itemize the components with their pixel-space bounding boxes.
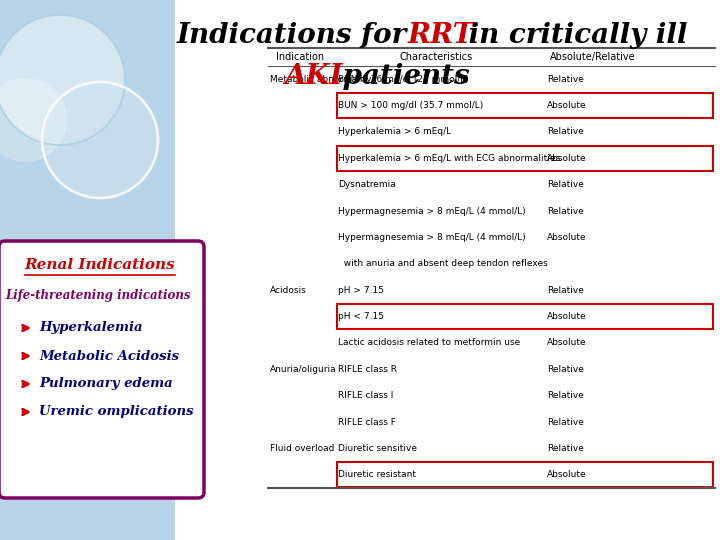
Text: Absolute: Absolute: [547, 470, 587, 480]
Text: in critically ill: in critically ill: [459, 22, 687, 49]
Text: Relative: Relative: [547, 365, 584, 374]
Text: with anuria and absent deep tendon reflexes: with anuria and absent deep tendon refle…: [338, 259, 548, 268]
Text: Absolute: Absolute: [547, 312, 587, 321]
Text: BUN > 100 mg/dl (35.7 mmol/L): BUN > 100 mg/dl (35.7 mmol/L): [338, 101, 483, 110]
Text: Hypermagnesemia > 8 mEq/L (4 mmol/L): Hypermagnesemia > 8 mEq/L (4 mmol/L): [338, 207, 526, 215]
Text: Hyperkalemia > 6 mEq/L: Hyperkalemia > 6 mEq/L: [338, 127, 451, 137]
Text: Metabolic Acidosis: Metabolic Acidosis: [39, 349, 179, 362]
Text: Anuria/oliguria: Anuria/oliguria: [270, 365, 337, 374]
Text: Absolute: Absolute: [547, 154, 587, 163]
Text: Relative: Relative: [547, 127, 584, 137]
FancyBboxPatch shape: [337, 146, 713, 171]
Text: AKI: AKI: [284, 63, 343, 90]
Text: patients: patients: [333, 63, 469, 90]
Text: Renal Indications: Renal Indications: [24, 258, 176, 272]
Text: Life-threatening indications: Life-threatening indications: [5, 289, 191, 302]
Text: Absolute/Relative: Absolute/Relative: [550, 52, 636, 62]
Text: Fluid overload: Fluid overload: [270, 444, 334, 453]
Text: BUN > 76 mg/dl (27 mmol/L): BUN > 76 mg/dl (27 mmol/L): [338, 75, 469, 84]
Text: Indications for: Indications for: [176, 22, 416, 49]
FancyBboxPatch shape: [337, 93, 713, 118]
FancyBboxPatch shape: [337, 462, 713, 488]
Text: Relative: Relative: [547, 417, 584, 427]
Text: Pulmonary edema: Pulmonary edema: [39, 377, 173, 390]
Text: Relative: Relative: [547, 207, 584, 215]
Text: RIFLE class R: RIFLE class R: [338, 365, 397, 374]
Text: Uremic omplications: Uremic omplications: [39, 406, 194, 419]
Text: Absolute: Absolute: [547, 339, 587, 347]
Text: Hyperkalemia > 6 mEq/L with ECG abnormalities: Hyperkalemia > 6 mEq/L with ECG abnormal…: [338, 154, 560, 163]
FancyBboxPatch shape: [0, 241, 204, 498]
Text: Hyperkalemia: Hyperkalemia: [39, 321, 143, 334]
Text: Relative: Relative: [547, 286, 584, 295]
FancyBboxPatch shape: [337, 304, 713, 329]
Text: Relative: Relative: [547, 391, 584, 400]
Circle shape: [42, 82, 158, 198]
Text: Diuretic resistant: Diuretic resistant: [338, 470, 416, 480]
Text: Lactic acidosis related to metformin use: Lactic acidosis related to metformin use: [338, 339, 521, 347]
Text: pH > 7.15: pH > 7.15: [338, 286, 384, 295]
Circle shape: [0, 78, 67, 162]
Text: Relative: Relative: [547, 75, 584, 84]
Text: RIFLE class F: RIFLE class F: [338, 417, 396, 427]
Text: pH < 7.15: pH < 7.15: [338, 312, 384, 321]
Circle shape: [0, 15, 125, 145]
Text: Hypermagnesemia > 8 mEq/L (4 mmol/L): Hypermagnesemia > 8 mEq/L (4 mmol/L): [338, 233, 526, 242]
Text: Acidosis: Acidosis: [270, 286, 307, 295]
Text: RRT: RRT: [408, 22, 474, 49]
Bar: [0, 0, 175, 540]
Bar: [175, 0, 720, 540]
Text: Absolute: Absolute: [547, 101, 587, 110]
Text: Indication: Indication: [276, 52, 324, 62]
Text: RIFLE class I: RIFLE class I: [338, 391, 393, 400]
Text: Absolute: Absolute: [547, 233, 587, 242]
Text: Characteristics: Characteristics: [400, 52, 472, 62]
Text: Metabolic abnormality: Metabolic abnormality: [270, 75, 372, 84]
Text: Relative: Relative: [547, 180, 584, 189]
Text: Diuretic sensitive: Diuretic sensitive: [338, 444, 417, 453]
Text: Relative: Relative: [547, 444, 584, 453]
Text: Dysnatremia: Dysnatremia: [338, 180, 396, 189]
